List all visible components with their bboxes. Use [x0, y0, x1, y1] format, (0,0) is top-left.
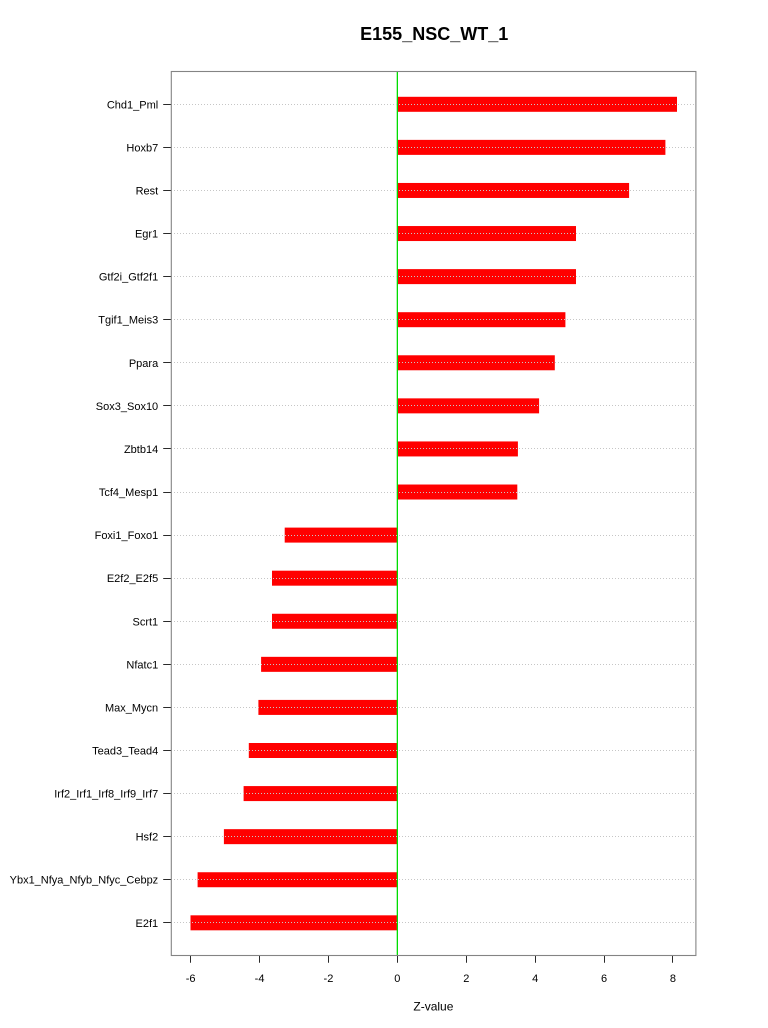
- svg-text:0: 0: [394, 973, 400, 985]
- svg-text:-4: -4: [255, 973, 265, 985]
- svg-text:E2f2_E2f5: E2f2_E2f5: [107, 573, 158, 585]
- svg-text:Rest: Rest: [136, 185, 159, 197]
- svg-text:Chd1_Pml: Chd1_Pml: [107, 99, 158, 111]
- svg-text:Tead3_Tead4: Tead3_Tead4: [92, 746, 158, 758]
- svg-text:Ybx1_Nfya_Nfyb_Nfyc_Cebpz: Ybx1_Nfya_Nfyb_Nfyc_Cebpz: [10, 875, 159, 887]
- svg-text:-2: -2: [324, 973, 334, 985]
- svg-text:Tgif1_Meis3: Tgif1_Meis3: [98, 315, 158, 327]
- svg-text:2: 2: [463, 973, 469, 985]
- svg-text:Foxi1_Foxo1: Foxi1_Foxo1: [95, 530, 159, 542]
- svg-text:Tcf4_Mesp1: Tcf4_Mesp1: [99, 487, 158, 499]
- svg-text:8: 8: [670, 973, 676, 985]
- svg-text:Hsf2: Hsf2: [136, 832, 159, 844]
- svg-text:Irf2_Irf1_Irf8_Irf9_Irf7: Irf2_Irf1_Irf8_Irf9_Irf7: [54, 789, 158, 801]
- svg-text:Nfatc1: Nfatc1: [126, 659, 158, 671]
- svg-text:Hoxb7: Hoxb7: [126, 142, 158, 154]
- svg-text:6: 6: [601, 973, 607, 985]
- svg-text:Max_Mycn: Max_Mycn: [105, 702, 158, 714]
- svg-text:Egr1: Egr1: [135, 229, 158, 241]
- svg-text:Scrt1: Scrt1: [133, 616, 159, 628]
- svg-text:Zbtb14: Zbtb14: [124, 444, 158, 456]
- svg-text:E155_NSC_WT_1: E155_NSC_WT_1: [360, 24, 508, 44]
- svg-text:Sox3_Sox10: Sox3_Sox10: [96, 401, 158, 413]
- svg-text:4: 4: [532, 973, 538, 985]
- svg-text:E2f1: E2f1: [136, 918, 159, 930]
- svg-text:Z-value: Z-value: [413, 1000, 453, 1014]
- svg-text:Gtf2i_Gtf2f1: Gtf2i_Gtf2f1: [99, 272, 158, 284]
- svg-text:-6: -6: [186, 973, 196, 985]
- svg-text:Ppara: Ppara: [129, 358, 159, 370]
